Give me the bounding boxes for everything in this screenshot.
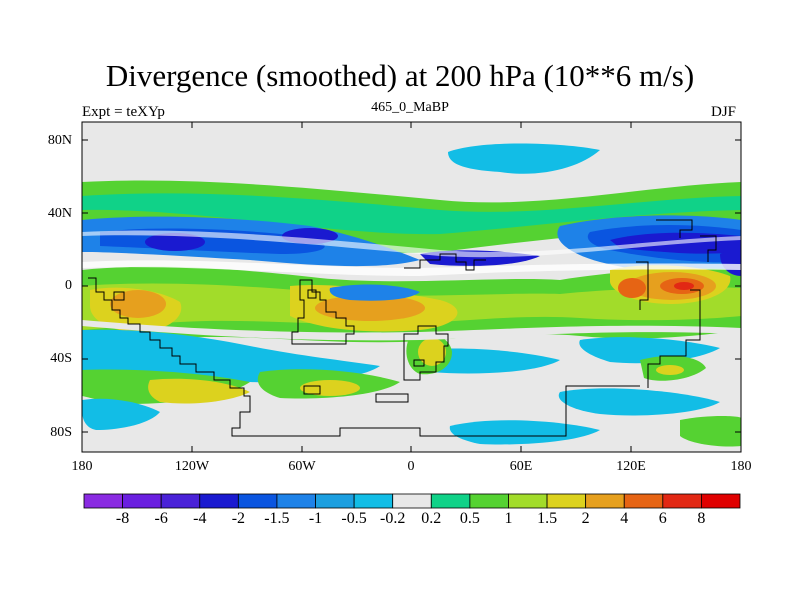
x-tick-label: 60E [509,459,533,474]
colorbar-label: 0.5 [459,510,480,527]
colorbar-label: -2 [231,510,246,527]
colorbar-label: -1 [308,510,323,527]
colorbar-label: -8 [115,510,130,527]
colorbar-swatch [546,493,587,509]
colorbar-swatch [430,493,471,509]
colorbar-label: -1.5 [264,510,290,527]
colorbar-swatch [276,493,316,509]
colorbar-label: 6 [658,510,667,527]
y-tick-label: 80S [50,425,72,440]
x-tick-label: 0 [407,459,415,474]
colorbar-label: -0.2 [380,510,406,527]
colorbar-label: 2 [581,510,590,527]
colorbar-label: -6 [154,510,168,527]
x-tick-label: 60W [288,459,316,474]
colorbar-swatch [508,493,548,509]
colorbar-swatch [199,493,239,509]
colorbar-label: 8 [697,510,706,527]
season-label: DJF [711,104,737,120]
colorbar-swatch [585,493,625,509]
colorbar-label: 1 [504,510,513,527]
colorbar-label: -4 [193,510,207,527]
colorbar-swatch [122,493,162,509]
colorbar-swatch [353,493,394,509]
colorbar-label: 1.5 [537,510,558,527]
coastlines [88,219,717,437]
y-tick-label: 40N [47,206,72,221]
colorbar-swatch [315,493,355,509]
colorbar-label: 0.2 [421,510,442,527]
y-tick-label: 80N [47,133,72,148]
colorbar-swatch [623,493,664,509]
y-tick-label: 0 [65,278,72,293]
experiment-label: Expt = teXYp [82,104,165,120]
center-label: 465_0_MaBP [371,100,449,115]
colorbar-label: -0.5 [341,510,367,527]
colorbar-label: 4 [620,510,629,527]
colorbar-swatch [662,493,702,509]
colorbar-swatch [701,493,741,509]
axis-ticks [81,122,742,452]
x-tick-label: 180 [71,459,93,474]
colorbar-swatch [160,493,201,509]
y-tick-label: 40S [50,351,72,366]
colorbar-swatch [237,493,278,509]
colorbar-swatch [83,493,123,509]
colorbar-swatches [83,493,741,509]
x-tick-label: 180 [730,459,752,474]
divergence-field [82,143,741,447]
colorbar-swatch [469,493,509,509]
colorbar-swatch [392,493,432,509]
chart-title: Divergence (smoothed) at 200 hPa (10**6 … [105,58,695,93]
x-tick-label: 120W [174,459,210,474]
x-tick-label: 120E [616,459,646,474]
